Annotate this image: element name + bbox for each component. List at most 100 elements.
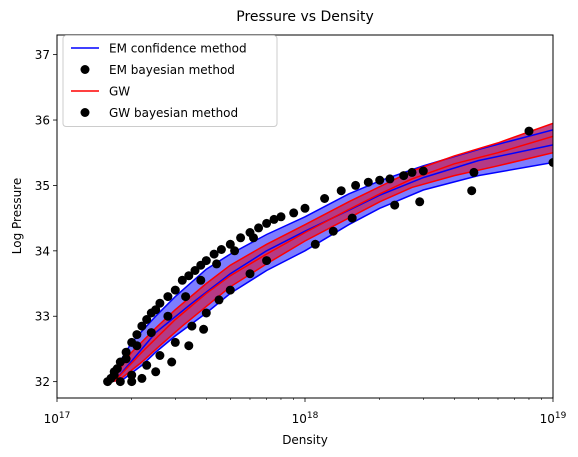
scatter-point <box>336 186 346 196</box>
legend-label: EM confidence method <box>109 42 247 56</box>
legend-entry: EM confidence method <box>71 42 247 56</box>
scatter-point <box>155 351 165 360</box>
legend: EM confidence method EM bayesian method GW… <box>62 35 278 127</box>
scatter-point <box>142 360 152 370</box>
legend-entry: GW bayesian method <box>80 106 238 120</box>
gw-median-line <box>113 135 553 383</box>
scatter-point <box>230 246 240 256</box>
em-lower-line <box>119 161 553 383</box>
legend-entry: GW <box>71 85 130 99</box>
scatter-point <box>399 171 409 181</box>
scatter-point <box>418 166 428 176</box>
scatter-point <box>132 341 142 351</box>
scatter-point <box>524 126 534 136</box>
em-upper-line <box>106 129 553 382</box>
x-axis: 1017 1018 1019 <box>44 398 567 426</box>
scatter-point <box>310 239 320 249</box>
scatter-point <box>121 354 131 364</box>
scatter-point <box>109 367 119 377</box>
scatter-point <box>300 203 310 213</box>
scatter-point <box>121 347 131 357</box>
scatter-point <box>245 269 255 279</box>
x-tick-label: 1019 <box>540 411 567 426</box>
scatter-point <box>196 275 206 285</box>
scatter-point <box>146 328 156 338</box>
scatter-point <box>236 233 246 243</box>
legend-entry: EM bayesian method <box>80 63 235 77</box>
em-median-line <box>113 144 553 383</box>
scatter-point <box>548 158 553 167</box>
scatter-point <box>201 256 211 266</box>
legend-label: EM bayesian method <box>109 63 235 77</box>
x-axis-label: Density <box>282 433 328 447</box>
scatter-point <box>209 249 219 259</box>
scatter-point <box>177 275 187 285</box>
y-axis: 32 33 34 35 36 37 <box>35 48 57 389</box>
legend-label: GW <box>109 85 130 99</box>
scatter-point <box>155 298 165 308</box>
scatter-point <box>347 213 357 223</box>
scatter-point <box>276 212 286 222</box>
scatter-point <box>127 370 137 380</box>
y-tick-label: 33 <box>35 310 50 324</box>
legend-marker-swatch <box>80 65 90 74</box>
y-tick-label: 36 <box>35 114 50 128</box>
gw-lower-line <box>116 151 553 383</box>
scatter-point <box>407 167 417 177</box>
scatter-point <box>184 271 194 281</box>
scatter-point <box>142 315 152 324</box>
scatter-point <box>469 167 479 177</box>
scatter-point <box>137 321 147 331</box>
y-axis-label: Log Pressure <box>10 178 24 255</box>
scatter-point <box>385 174 395 184</box>
scatter-point <box>262 256 272 266</box>
scatter-point <box>137 373 147 383</box>
scatter-point <box>390 200 400 210</box>
scatter-point <box>132 330 142 340</box>
scatter-point <box>127 377 137 387</box>
scatter-point <box>170 337 180 347</box>
scatter-point <box>262 218 272 228</box>
scatter-point <box>320 194 330 203</box>
scatter-point <box>170 285 180 295</box>
scatter-point <box>115 377 125 387</box>
scatter-point <box>190 266 200 275</box>
x-tick-label: 1018 <box>292 411 319 426</box>
y-tick-label: 32 <box>35 375 50 389</box>
legend-label: GW bayesian method <box>109 106 238 120</box>
scatter-point <box>151 367 161 377</box>
scatter-point <box>225 239 235 249</box>
scatter-point <box>167 357 177 367</box>
plot-area <box>103 122 553 387</box>
scatter-point <box>151 305 161 315</box>
scatter-point <box>184 341 194 351</box>
scatter-point <box>467 186 477 196</box>
y-tick-label: 37 <box>35 48 50 62</box>
scatter-point <box>375 175 385 185</box>
scatter-point <box>187 321 197 331</box>
legend-box <box>62 35 278 127</box>
scatter-point <box>212 259 222 269</box>
scatter-point <box>216 245 226 254</box>
scatter-point <box>351 180 361 190</box>
scatter-point <box>225 285 235 295</box>
scatter-point <box>254 223 264 233</box>
scatter-point <box>163 311 173 321</box>
scatter-point <box>201 308 211 318</box>
x-tick-label: 1017 <box>44 411 71 426</box>
scatter-point <box>214 295 224 305</box>
scatter-point <box>363 177 373 187</box>
scatter-point <box>328 226 338 236</box>
y-tick-label: 35 <box>35 179 50 193</box>
gw-upper-line <box>110 122 553 383</box>
scatter-point <box>249 233 258 243</box>
scatter-point <box>199 324 209 334</box>
scatter-point <box>181 292 191 302</box>
scatter-point <box>415 197 425 207</box>
chart-title: Pressure vs Density <box>236 9 373 25</box>
scatter-point <box>269 214 279 224</box>
legend-marker-swatch <box>80 108 90 117</box>
scatter-point <box>289 208 299 218</box>
y-tick-label: 34 <box>35 244 50 258</box>
